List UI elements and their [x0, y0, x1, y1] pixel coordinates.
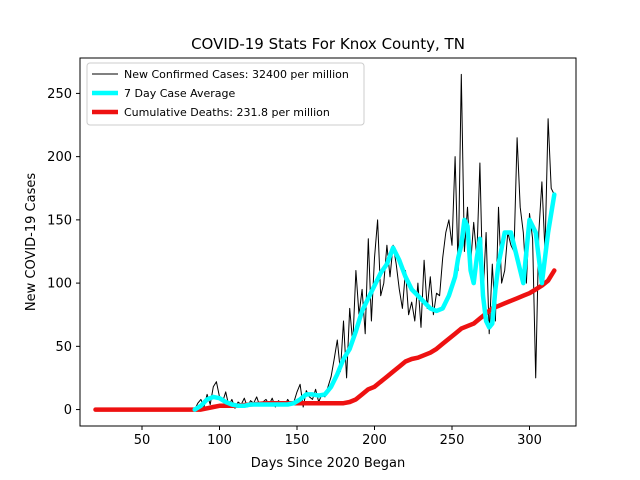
legend: New Confirmed Cases: 32400 per million 7 …: [86, 62, 365, 126]
x-axis-label: Days Since 2020 Began: [251, 456, 406, 471]
legend-label-0: New Confirmed Cases: 32400 per million: [124, 68, 349, 81]
y-axis: 0 50 100 150 200 250: [47, 87, 80, 418]
y-tick-label: 0: [64, 403, 72, 418]
y-tick-label: 200: [47, 150, 72, 165]
x-tick-label: 150: [285, 433, 310, 448]
legend-box: [86, 62, 365, 126]
legend-label-2: Cumulative Deaths: 231.8 per million: [124, 106, 330, 119]
y-tick-label: 50: [55, 340, 72, 355]
x-tick-label: 100: [207, 433, 232, 448]
x-tick-label: 300: [517, 433, 542, 448]
x-tick-label: 50: [134, 433, 151, 448]
legend-label-1: 7 Day Case Average: [124, 87, 236, 100]
y-axis-label: New COVID-19 Cases: [24, 173, 39, 311]
y-tick-label: 250: [47, 87, 72, 102]
plot-frame: [79, 57, 577, 427]
chart-title: COVID-19 Stats For Knox County, TN: [191, 35, 465, 53]
x-tick-label: 200: [362, 433, 387, 448]
x-tick-label: 250: [440, 433, 465, 448]
y-tick-label: 150: [47, 213, 72, 228]
series-line-1: [192, 192, 557, 412]
y-tick-label: 100: [47, 277, 72, 292]
data-layer: [93, 73, 557, 412]
x-axis: 50 100 150 200 250 300: [134, 426, 542, 448]
